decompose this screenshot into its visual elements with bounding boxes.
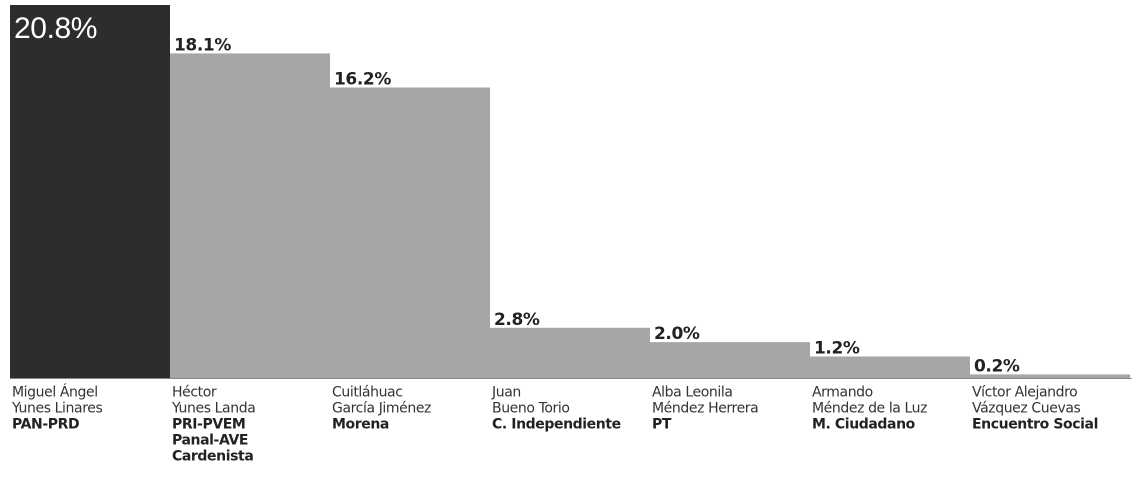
value-label: 20.8% [14, 12, 97, 45]
candidate-name: Armando [812, 385, 873, 401]
bar [170, 53, 330, 378]
party-name: C. Independiente [492, 417, 621, 433]
bar [330, 87, 490, 378]
candidate-name: Víctor Alejandro [972, 385, 1077, 401]
party-name: Panal-AVE [172, 433, 248, 449]
candidate-name: Cuitláhuac [332, 385, 403, 401]
candidate-name: Yunes Linares [11, 401, 102, 417]
bar [970, 374, 1130, 378]
candidate-name: Juan [491, 385, 521, 401]
party-name: PT [652, 417, 672, 433]
value-label: 1.2% [814, 338, 860, 358]
party-name: PAN-PRD [12, 417, 79, 433]
party-name: Morena [332, 417, 389, 433]
candidate-name: Héctor [172, 385, 217, 401]
party-name: Cardenista [172, 449, 253, 465]
candidate-name: Alba Leonila [652, 385, 733, 401]
bar [10, 5, 170, 378]
value-label: 2.8% [494, 310, 540, 330]
value-label: 18.1% [174, 35, 231, 55]
party-name: Encuentro Social [972, 417, 1098, 433]
candidate-name: Yunes Landa [171, 401, 255, 417]
value-label: 16.2% [334, 69, 391, 89]
bar [810, 356, 970, 378]
candidate-name: Miguel Ángel [12, 384, 98, 401]
candidate-name: Vázquez Cuevas [972, 401, 1081, 417]
candidate-name: García Jiménez [332, 401, 431, 417]
candidate-name: Méndez Herrera [652, 401, 758, 417]
party-name: PRI-PVEM [172, 417, 245, 433]
value-label: 2.0% [654, 324, 700, 344]
candidate-name: Bueno Torio [492, 401, 570, 417]
party-name: M. Ciudadano [812, 417, 916, 433]
candidate-name: Méndez de la Luz [812, 401, 927, 417]
bar [490, 327, 650, 378]
bar [650, 342, 810, 378]
value-label: 0.2% [974, 356, 1020, 376]
